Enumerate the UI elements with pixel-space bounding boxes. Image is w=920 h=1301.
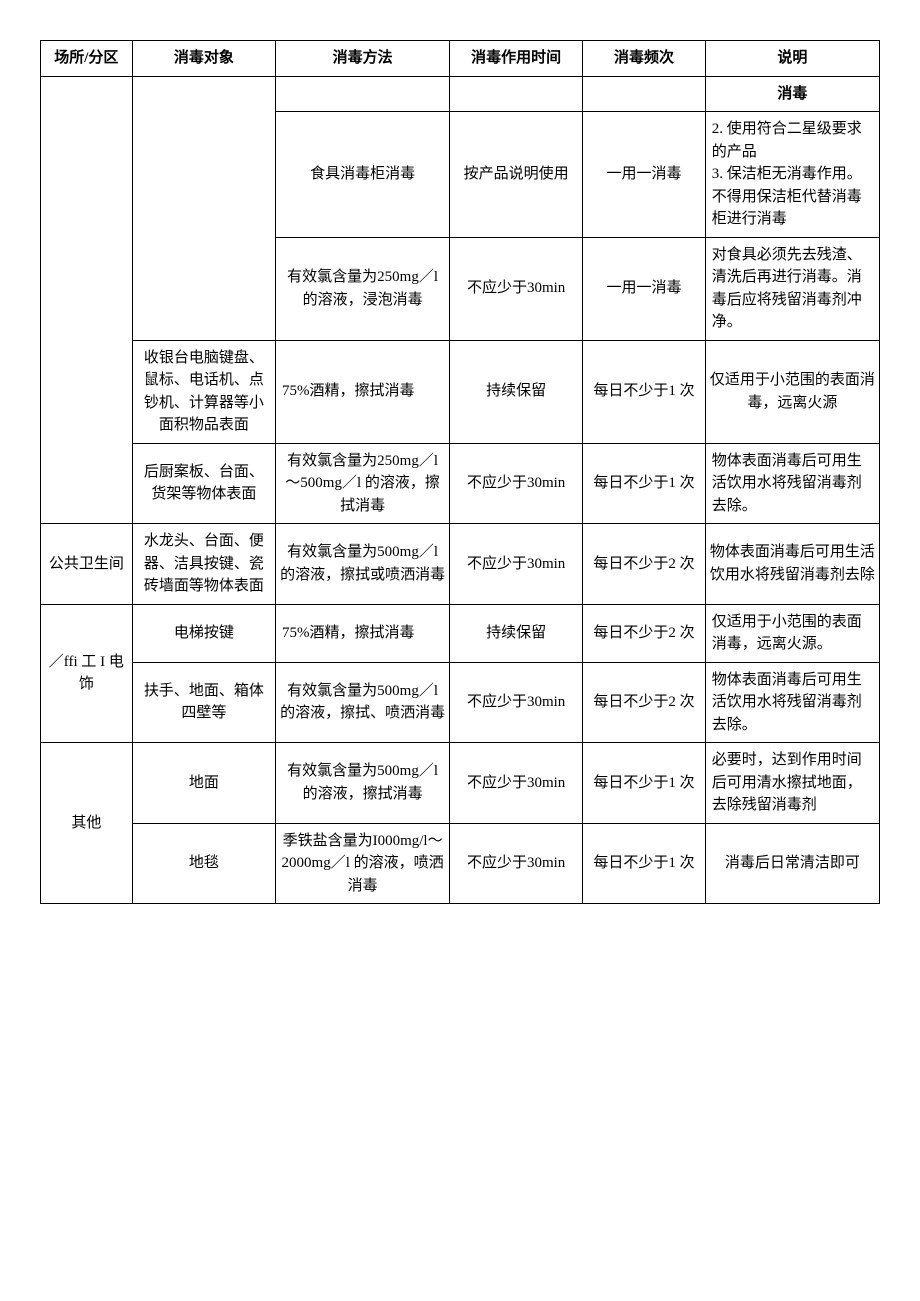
header-note: 说明 xyxy=(705,41,879,77)
cell-place: ／ffi 工 I 电饰 xyxy=(41,604,133,743)
cell-freq: 每日不少于2 次 xyxy=(583,662,706,743)
cell-time-blank xyxy=(450,76,583,112)
cell-note: 消毒后日常清洁即可 xyxy=(705,823,879,904)
cell-method: 有效氯含量为250mg／l～500mg／l 的溶液，擦拭消毒 xyxy=(275,443,449,524)
disinfection-table: 场所/分区 消毒对象 消毒方法 消毒作用时间 消毒频次 说明 消毒 食具消毒柜消… xyxy=(40,40,880,904)
cell-note: 物体表面消毒后可用生活饮用水将残留消毒剂去除。 xyxy=(705,443,879,524)
cell-freq: 一用一消毒 xyxy=(583,112,706,238)
cell-method: 有效氯含量为500mg／l 的溶液，擦拭或喷洒消毒 xyxy=(275,524,449,605)
cell-note: 仅适用于小范围的表面消毒，远离火源 xyxy=(705,340,879,443)
table-row: 扶手、地面、箱体四壁等 有效氯含量为500mg／l 的溶液，擦拭、喷洒消毒 不应… xyxy=(41,662,880,743)
header-freq: 消毒频次 xyxy=(583,41,706,77)
note-line: 2. 使用符合二星级要求的产品 xyxy=(712,121,862,160)
table-row: 地毯 季铁盐含量为I000mg/l～2000mg／l 的溶液，喷洒消毒 不应少于… xyxy=(41,823,880,904)
cell-method-blank xyxy=(275,76,449,112)
cell-target: 扶手、地面、箱体四壁等 xyxy=(132,662,275,743)
header-method: 消毒方法 xyxy=(275,41,449,77)
cell-note: 消毒 xyxy=(705,76,879,112)
cell-time: 不应少于30min xyxy=(450,443,583,524)
cell-note: 物体表面消毒后可用生活饮用水将残留消毒剂去除 xyxy=(705,524,879,605)
cell-target: 水龙头、台面、便器、洁具按键、瓷砖墙面等物体表面 xyxy=(132,524,275,605)
cell-method: 有效氯含量为500mg／l 的溶液，擦拭、喷洒消毒 xyxy=(275,662,449,743)
cell-target: 地面 xyxy=(132,743,275,824)
cell-method: 有效氯含量为250mg／l 的溶液，浸泡消毒 xyxy=(275,237,449,340)
cell-freq: 每日不少于1 次 xyxy=(583,340,706,443)
cell-freq: 每日不少于2 次 xyxy=(583,604,706,662)
cell-note: 2. 使用符合二星级要求的产品 3. 保洁柜无消毒作用。不得用保洁柜代替消毒柜进… xyxy=(705,112,879,238)
cell-time: 不应少于30min xyxy=(450,237,583,340)
note-line: 3. 保洁柜无消毒作用。不得用保洁柜代替消毒柜进行消毒 xyxy=(712,166,862,227)
table-row: 消毒 xyxy=(41,76,880,112)
cell-place-blank xyxy=(41,76,133,524)
cell-time: 不应少于30min xyxy=(450,662,583,743)
cell-note: 仅适用于小范围的表面消毒，远离火源。 xyxy=(705,604,879,662)
table-row: 收银台电脑键盘、鼠标、电话机、点钞机、计算器等小面积物品表面 75%酒精，擦拭消… xyxy=(41,340,880,443)
cell-note: 必要时，达到作用时间后可用清水擦拭地面，去除残留消毒剂 xyxy=(705,743,879,824)
cell-freq: 每日不少于2 次 xyxy=(583,524,706,605)
cell-target: 地毯 xyxy=(132,823,275,904)
cell-freq: 每日不少于1 次 xyxy=(583,743,706,824)
cell-place: 其他 xyxy=(41,743,133,904)
cell-time: 持续保留 xyxy=(450,340,583,443)
cell-time: 不应少于30min xyxy=(450,743,583,824)
cell-method: 75%酒精，擦拭消毒 xyxy=(275,604,449,662)
cell-place: 公共卫生间 xyxy=(41,524,133,605)
cell-time: 不应少于30min xyxy=(450,823,583,904)
cell-time: 按产品说明使用 xyxy=(450,112,583,238)
cell-time: 不应少于30min xyxy=(450,524,583,605)
cell-freq-blank xyxy=(583,76,706,112)
table-row: 后厨案板、台面、货架等物体表面 有效氯含量为250mg／l～500mg／l 的溶… xyxy=(41,443,880,524)
header-row: 场所/分区 消毒对象 消毒方法 消毒作用时间 消毒频次 说明 xyxy=(41,41,880,77)
table-row: ／ffi 工 I 电饰 电梯按键 75%酒精，擦拭消毒 持续保留 每日不少于2 … xyxy=(41,604,880,662)
cell-time: 持续保留 xyxy=(450,604,583,662)
cell-method: 季铁盐含量为I000mg/l～2000mg／l 的溶液，喷洒消毒 xyxy=(275,823,449,904)
cell-freq: 每日不少于1 次 xyxy=(583,443,706,524)
table-row: 其他 地面 有效氯含量为500mg／l 的溶液，擦拭消毒 不应少于30min 每… xyxy=(41,743,880,824)
cell-target-blank xyxy=(132,76,275,340)
cell-freq: 一用一消毒 xyxy=(583,237,706,340)
cell-note: 对食具必须先去残渣、清洗后再进行消毒。消毒后应将残留消毒剂冲净。 xyxy=(705,237,879,340)
cell-note: 物体表面消毒后可用生活饮用水将残留消毒剂去除。 xyxy=(705,662,879,743)
cell-method: 食具消毒柜消毒 xyxy=(275,112,449,238)
header-target: 消毒对象 xyxy=(132,41,275,77)
cell-target: 收银台电脑键盘、鼠标、电话机、点钞机、计算器等小面积物品表面 xyxy=(132,340,275,443)
cell-method: 有效氯含量为500mg／l 的溶液，擦拭消毒 xyxy=(275,743,449,824)
cell-target: 电梯按键 xyxy=(132,604,275,662)
header-time: 消毒作用时间 xyxy=(450,41,583,77)
cell-target: 后厨案板、台面、货架等物体表面 xyxy=(132,443,275,524)
cell-method: 75%酒精，擦拭消毒 xyxy=(275,340,449,443)
table-row: 公共卫生间 水龙头、台面、便器、洁具按键、瓷砖墙面等物体表面 有效氯含量为500… xyxy=(41,524,880,605)
header-place: 场所/分区 xyxy=(41,41,133,77)
cell-freq: 每日不少于1 次 xyxy=(583,823,706,904)
